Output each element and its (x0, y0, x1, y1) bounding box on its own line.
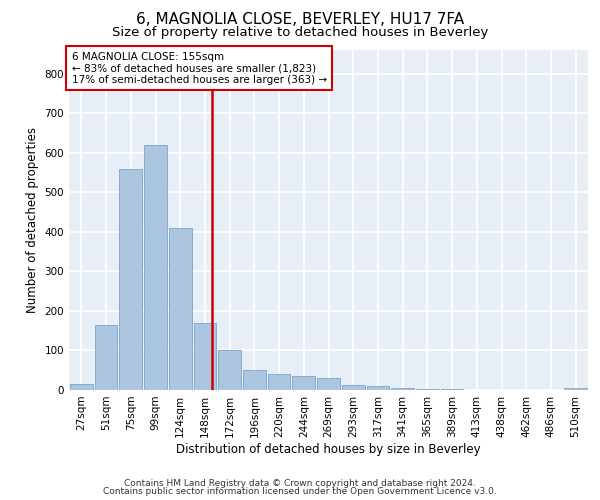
Bar (416, 389, 439, 390)
Bar (441, 389, 463, 390)
Bar (169, 228, 191, 390)
Bar (391, 388, 414, 390)
X-axis label: Distribution of detached houses by size in Beverley: Distribution of detached houses by size … (176, 442, 481, 456)
Bar (564, 388, 587, 390)
Bar (70, 384, 93, 390)
Bar (95, 325, 118, 390)
Text: 6 MAGNOLIA CLOSE: 155sqm
← 83% of detached houses are smaller (1,823)
17% of sem: 6 MAGNOLIA CLOSE: 155sqm ← 83% of detach… (71, 52, 327, 85)
Bar (243, 370, 266, 390)
Text: Size of property relative to detached houses in Beverley: Size of property relative to detached ho… (112, 26, 488, 39)
Bar (268, 374, 290, 390)
Bar (317, 378, 340, 390)
Bar (342, 386, 365, 390)
Bar (292, 376, 315, 390)
Bar (144, 145, 167, 390)
Y-axis label: Number of detached properties: Number of detached properties (26, 127, 39, 313)
Text: Contains public sector information licensed under the Open Government Licence v3: Contains public sector information licen… (103, 487, 497, 496)
Bar (367, 386, 389, 390)
Bar (119, 168, 142, 390)
Bar (194, 323, 216, 390)
Bar (218, 350, 241, 390)
Text: 6, MAGNOLIA CLOSE, BEVERLEY, HU17 7FA: 6, MAGNOLIA CLOSE, BEVERLEY, HU17 7FA (136, 12, 464, 28)
Text: Contains HM Land Registry data © Crown copyright and database right 2024.: Contains HM Land Registry data © Crown c… (124, 478, 476, 488)
